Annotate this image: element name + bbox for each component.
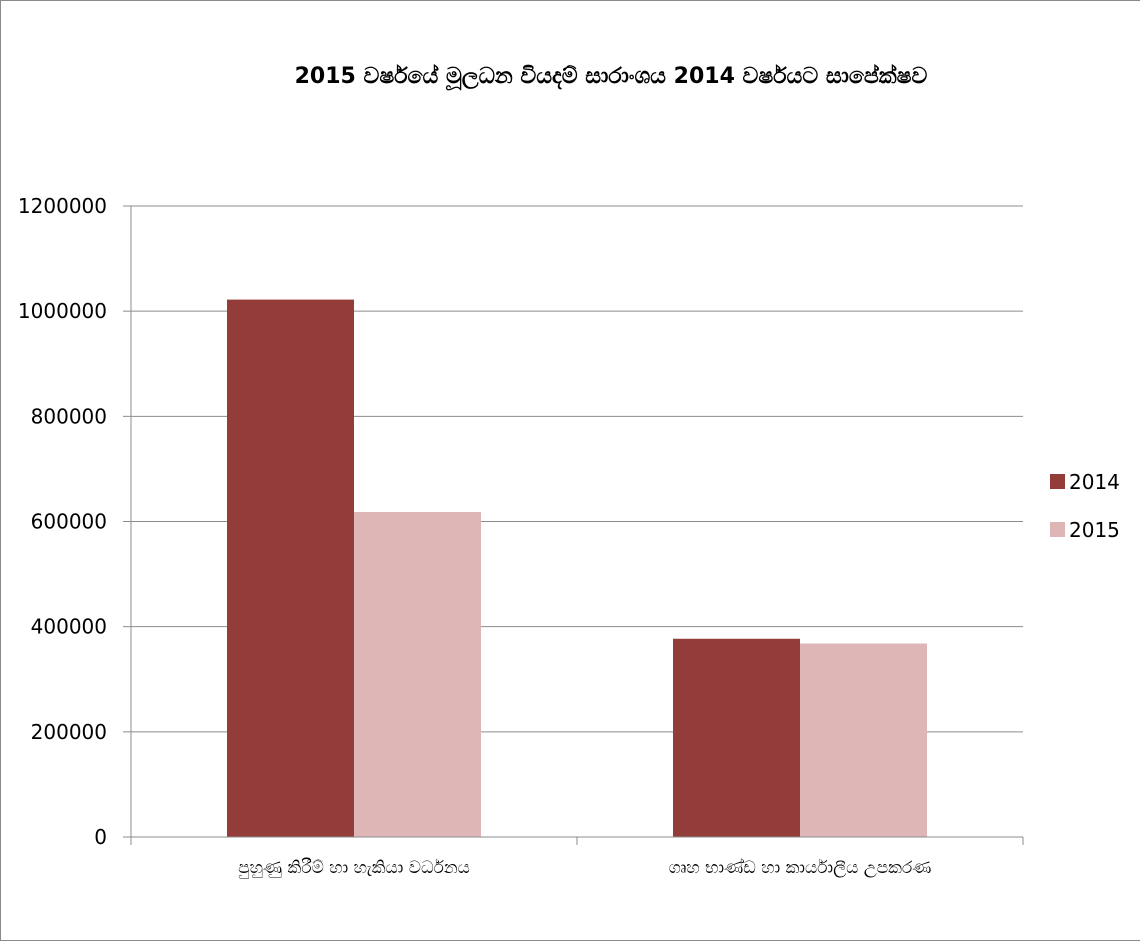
y-tick-label: 600000 [31,510,107,534]
legend-swatch-2014 [1050,474,1065,489]
y-tick-label: 1200000 [18,194,107,218]
legend-label-2015: 2015 [1069,518,1120,542]
y-tick-label: 400000 [31,615,107,639]
y-tick-label: 200000 [31,720,107,744]
bars [227,299,927,837]
legend: 2014 2015 [1050,470,1120,542]
y-tick-label: 0 [94,825,107,849]
bar-2015-0 [354,512,481,837]
legend-swatch-2015 [1050,522,1065,537]
x-category-label: ගෘහ භාණ්ඩ හා කාර්යාලීය උපකරණ [669,858,932,878]
x-category-label: පුහුණු කිරීම් හා හැකියා වර්ධනය [238,858,470,878]
y-tick-label: 800000 [31,404,107,428]
axes: 0 200000 400000 600000 800000 1000000 1200000 ප… [18,194,1024,878]
bar-2015-1 [800,643,927,837]
legend-label-2014: 2014 [1069,470,1120,494]
chart-title: 2015 වර්ෂයේ මූලධන වියදම් සාරාංශය 2014 වර… [295,63,928,91]
y-tick-label: 1000000 [18,299,107,323]
bar-2014-0 [227,299,354,837]
bar-2014-1 [673,638,800,837]
